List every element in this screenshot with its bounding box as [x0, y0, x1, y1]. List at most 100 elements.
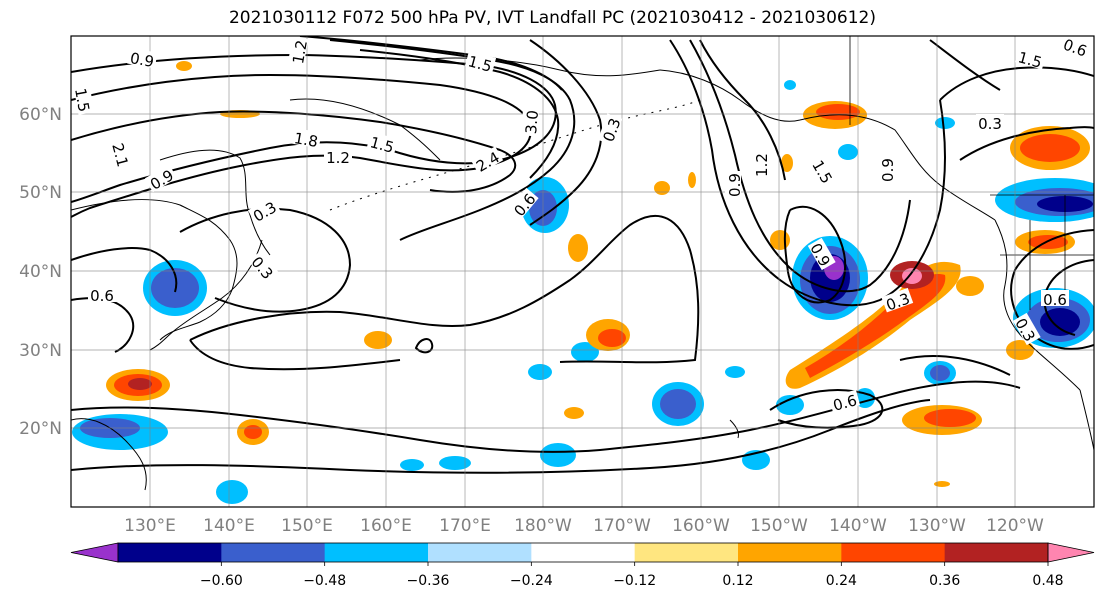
- coastline-sakhalin: [159, 149, 271, 256]
- shade-blob: [439, 456, 471, 470]
- colorbar-tick-label: −0.24: [510, 573, 553, 589]
- contour-label: 1.2: [326, 149, 350, 167]
- contour-label-bg: [807, 237, 836, 271]
- shade-blob: [400, 459, 424, 471]
- contour-label-bg: [878, 156, 894, 184]
- lat-label: 60°N: [19, 105, 62, 125]
- shade-blob: [571, 342, 599, 362]
- contour-label-bg: [324, 148, 352, 164]
- contour-19: [783, 205, 847, 304]
- colorbar-segment: [944, 543, 1049, 562]
- shade-blob: [654, 181, 670, 195]
- shade-blob: [568, 234, 588, 262]
- colorbar-segment: [221, 543, 326, 562]
- borders: [849, 36, 1094, 310]
- contour-18: [689, 39, 911, 293]
- shade-blob: [935, 117, 955, 129]
- contour-8: [179, 207, 352, 313]
- hawaii: [729, 419, 739, 439]
- coastline-siberia: [419, 57, 661, 77]
- ivt-shading: [72, 61, 1094, 504]
- contour-21: [929, 39, 1001, 91]
- lat-label: 50°N: [19, 183, 62, 203]
- colorbar-tick-label: −0.12: [613, 573, 656, 589]
- shade-blob: [216, 480, 248, 504]
- shade-blob: [364, 331, 392, 349]
- contour-label-bg: [508, 187, 539, 220]
- colorbar-tick-label: 0.48: [1032, 573, 1063, 589]
- contour-label: 0.3: [978, 115, 1002, 133]
- colorbar-tick-label: 0.24: [826, 573, 857, 589]
- contour-label-bg: [520, 107, 540, 137]
- contour-label-bg: [248, 250, 279, 283]
- lon-label: 120°W: [986, 516, 1044, 536]
- contour-label: 0.9: [879, 158, 897, 182]
- shade-blob: [776, 395, 804, 415]
- shade-blob: [1040, 308, 1080, 336]
- colorbar-segment: [841, 543, 946, 562]
- colorbar-segment: [738, 543, 842, 562]
- contour-11: [189, 214, 700, 364]
- contour-label: 0.9: [726, 173, 744, 197]
- shade-blob: [924, 409, 976, 427]
- contour-17: [669, 39, 946, 307]
- map-title: 2021030112 F072 500 hPa PV, IVT Landfall…: [228, 8, 876, 28]
- contour-13: [71, 380, 1021, 453]
- contour-label: 1.5: [368, 133, 396, 157]
- contour-4: [329, 39, 576, 241]
- contour-label-bg: [291, 127, 322, 149]
- coastline-china: [71, 418, 147, 491]
- lon-label: 130°W: [908, 516, 966, 536]
- colorbar-extend-max: [1047, 542, 1095, 563]
- lon-label: 150°W: [750, 516, 808, 536]
- pv-contours: [71, 36, 1094, 474]
- contour-label: 1.5: [1016, 48, 1044, 72]
- contour-label-bg: [1012, 312, 1041, 346]
- colorbar-tick-label: −0.60: [200, 573, 243, 589]
- contour-label: 1.8: [293, 129, 320, 151]
- gridlines: [71, 36, 1094, 507]
- contour-12: [189, 339, 401, 371]
- colorbar-tick-label: 0.36: [929, 573, 960, 589]
- shade-blob: [816, 104, 860, 120]
- shade-blob: [176, 61, 192, 71]
- contour-label: 0.6: [831, 391, 859, 415]
- shade-blob: [244, 425, 262, 439]
- shade-blob: [838, 144, 858, 160]
- lon-label: 140°W: [829, 516, 887, 536]
- coastline-mexico: [1079, 389, 1094, 451]
- longitude-labels: 130°E 140°E 150°E 160°E 170°E 180°W 170°W 160°W…: [124, 516, 1044, 536]
- lon-label: 130°E: [124, 516, 176, 536]
- shade-blob: [564, 407, 584, 419]
- map-border: [70, 35, 1095, 508]
- shade-blob: [540, 443, 576, 467]
- colorbar-segment: [118, 543, 222, 562]
- contour-label-bg: [464, 50, 497, 74]
- shade-blob: [781, 154, 793, 172]
- contour-22: [959, 126, 1094, 161]
- lon-label: 160°W: [672, 516, 730, 536]
- colorbar-tick-label: −0.48: [303, 573, 346, 589]
- shade-blob: [688, 172, 696, 188]
- coastlines: [71, 57, 1094, 491]
- contour-label-bg: [976, 114, 1004, 130]
- contour-label-bg: [73, 84, 95, 115]
- lon-label: 160°E: [360, 516, 412, 536]
- shade-blob: [784, 80, 796, 90]
- lon-label: 170°E: [439, 516, 491, 536]
- colorbar-segment: [428, 543, 532, 562]
- lat-label: 40°N: [19, 262, 62, 282]
- shade-blob: [770, 230, 790, 250]
- shade-blob: [598, 329, 626, 347]
- contour-label-bg: [287, 36, 309, 67]
- lon-label: 150°E: [281, 516, 333, 536]
- coastline-kamchatka: [289, 98, 441, 161]
- coastline-canada: [799, 114, 996, 221]
- contour-label-bg: [597, 113, 623, 146]
- contour-20: [939, 66, 1094, 101]
- contour-label-bg: [88, 286, 116, 302]
- contour-label: 0.6: [1043, 291, 1067, 309]
- contour-label-bg: [1014, 46, 1047, 70]
- contour-26: [414, 338, 434, 354]
